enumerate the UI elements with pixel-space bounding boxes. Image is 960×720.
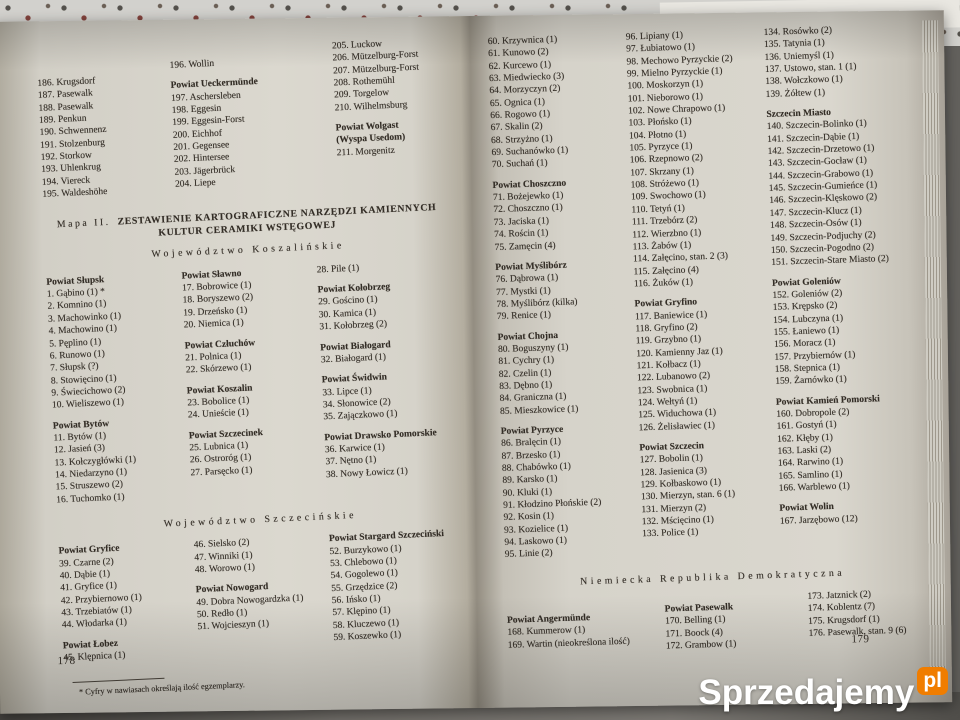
list-block: Powiat Pasewalk 170. Belling (1) 171. Booc… bbox=[665, 599, 802, 653]
list-block: Powiat Goleniów 152. Goleniów (2) 153. Krę… bbox=[772, 273, 906, 388]
list-block: Powiat Choszczno 71. Bożejewko (1) 72. Cho… bbox=[492, 176, 624, 254]
list-block: 196. Wollin bbox=[169, 53, 324, 72]
szczecin-section: Powiat Gryfice 39. Czarne (2) 40. Dąbie (1… bbox=[58, 527, 469, 672]
list-block: 186. Krugsdorf 187. Pasewalk 188. Pasewalk… bbox=[37, 72, 167, 201]
list-column: 134. Rosówko (2) 135. Tatynia (1) 136. Uni… bbox=[763, 22, 919, 560]
list-block: Powiat Szczecin 127. Bobolin (1) 128. Jasi… bbox=[639, 438, 772, 541]
list-block: Powiat Nowogard 49. Dobra Nowogardzka (1)… bbox=[196, 579, 325, 634]
list-block: Powiat Łobez 45. Klępnica (1) bbox=[63, 634, 191, 664]
list-column: Powiat Pasewalk 170. Belling (1) 171. Booc… bbox=[664, 591, 809, 661]
footnote: * Cyfry w nawiasach określają ilość egze… bbox=[78, 680, 246, 698]
list-block: Powiat Pyrzyce 86. Bralęcin (1) 87. Brzesk… bbox=[501, 422, 635, 562]
list-column: Powiat Stargard Szczeciński 52. Burzykowo… bbox=[329, 527, 470, 660]
list-block: Powiat Białogard 32. Białogard (1) bbox=[320, 336, 448, 366]
main-sites-section: 60. Krzywnica (1) 61. Kunowo (2) 62. Kurce… bbox=[488, 22, 919, 569]
pl-badge: pl bbox=[917, 667, 948, 695]
list-column: 186. Krugsdorf 187. Pasewalk 188. Pasewalk… bbox=[36, 48, 176, 209]
list-block: Powiat Gryfino 117. Baniewice (1) 118. Gry… bbox=[634, 294, 768, 434]
place-entry: 28. Pile (1) bbox=[316, 263, 360, 276]
left-page: 186. Krugsdorf 187. Pasewalk 188. Pasewalk… bbox=[22, 16, 470, 713]
list-block: Powiat Stargard Szczeciński 52. Burzykowo… bbox=[329, 528, 461, 645]
place-entry: 196. Wollin bbox=[169, 58, 215, 71]
list-block: 134. Rosówko (2) 135. Tatynia (1) 136. Uni… bbox=[763, 23, 895, 101]
list-block: Powiat Koszalin 23. Bobolice (1) 24. Unieś… bbox=[187, 379, 316, 422]
list-block: Szczecin Miasto 140. Szczecin-Bolinko (1)… bbox=[766, 105, 901, 270]
list-column: 60. Krzywnica (1) 61. Kunowo (2) 62. Kurce… bbox=[488, 32, 644, 570]
page-number-right: 179 bbox=[851, 633, 870, 646]
country-heading-nrd: Niemiecka Republika Demokratyczna bbox=[580, 567, 846, 588]
list-block: 96. Lipiany (1) 97. Łubiatowo (1) 98. Mech… bbox=[626, 27, 765, 290]
list-block: Powiat Chojna 80. Boguszyny (1) 81. Cychry… bbox=[497, 327, 630, 418]
list-block: Powiat Kołobrzeg 29. Gościno (1) 30. Kamic… bbox=[317, 279, 446, 334]
watermark-text: Sprzedajemy bbox=[698, 673, 915, 712]
list-column: Powiat Słupsk 1. Gąbino (1) * 2. Komnino (… bbox=[46, 270, 192, 514]
list-column: 96. Lipiany (1) 97. Łubiatowo (1) 98. Mech… bbox=[626, 27, 782, 565]
koszalin-section: Powiat Słupsk 1. Gąbino (1) * 2. Komnino (… bbox=[46, 258, 462, 514]
list-block: Powiat Bytów 11. Bytów (1) 12. Jasień (3) 1… bbox=[53, 414, 184, 506]
list-block: Powiat Świdwin 33. Lipce (1) 34. Słonowice… bbox=[322, 369, 451, 424]
list-block: Powiat Człuchów 21. Polnica (1) 22. Skórze… bbox=[184, 334, 313, 377]
list-block: Powiat Słupsk 1. Gąbino (1) * 2. Komnino (… bbox=[46, 271, 179, 412]
list-block: Powiat Gryfice 39. Czarne (2) 40. Dąbie (1… bbox=[58, 540, 189, 632]
list-block: Powiat Angermünde 168. Kummerow (1) 169. W… bbox=[507, 610, 658, 652]
list-block: Powiat Wolgast (Wyspa Usedom) 211. Morgeni… bbox=[335, 118, 439, 160]
list-column: Powiat Gryfice 39. Czarne (2) 40. Dąbie (1… bbox=[58, 540, 199, 673]
list-column: 46. Sielsko (2) 47. Winniki (1) 48. Worowo… bbox=[194, 534, 335, 667]
list-block: Powiat Wolin 167. Jarzębowo (12) bbox=[779, 499, 910, 528]
list-column: 205. Luckow 206. Mützelburg-Forst 207. Müt… bbox=[332, 36, 449, 196]
right-page: 60. Krzywnica (1) 61. Kunowo (2) 62. Kurce… bbox=[484, 11, 922, 708]
list-block: 46. Sielsko (2) 47. Winniki (1) 48. Worowo… bbox=[194, 534, 323, 577]
list-block: 28. Pile (1) bbox=[317, 258, 445, 276]
page-number-left: 178 bbox=[57, 654, 76, 668]
list-column: 196. Wollin Powiat Ueckermünde 197. Ascher… bbox=[169, 41, 339, 204]
list-column: 28. Pile (1) Powiat Kołobrzeg 29. Gościno … bbox=[317, 258, 463, 502]
list-block: Powiat Ueckermünde 197. Aschersleben 198. … bbox=[170, 73, 330, 191]
nrd-section: Powiat Angermünde 168. Kummerow (1) 169. W… bbox=[506, 587, 922, 666]
list-block: Powiat Kamień Pomorski 160. Dobropole (2)… bbox=[776, 392, 909, 495]
list-column: 173. Jatznick (2) 174. Koblentz (7) 175. K… bbox=[807, 587, 922, 656]
list-block: Powiat Szczecinek 25. Lubnica (1) 26. Ostr… bbox=[189, 424, 318, 479]
footnote-rule bbox=[72, 678, 165, 684]
sprzedajemy-watermark: Sprzedajemy pl bbox=[698, 667, 948, 712]
list-block: Powiat Myślibórz 76. Dąbrowa (1) 77. Mystk… bbox=[495, 258, 627, 324]
open-book: 186. Krugsdorf 187. Pasewalk 188. Pasewalk… bbox=[0, 10, 953, 714]
list-block: 60. Krzywnica (1) 61. Kunowo (2) 62. Kurce… bbox=[488, 32, 622, 172]
german-sites-list: 186. Krugsdorf 187. Pasewalk 188. Pasewalk… bbox=[36, 36, 449, 210]
map-title-prefix: Mapa II. bbox=[56, 217, 111, 231]
list-block: 205. Luckow 206. Mützelburg-Forst 207. Müt… bbox=[332, 36, 437, 115]
list-column: Powiat Sławno 17. Bobrowice (1) 18. Borysz… bbox=[181, 264, 327, 508]
list-block: Powiat Sławno 17. Bobrowice (1) 18. Borysz… bbox=[181, 265, 311, 332]
list-block: Powiat Drawsko Pomorskie 36. Karwice (1) 3… bbox=[324, 426, 453, 481]
list-column: Powiat Angermünde 168. Kummerow (1) 169. W… bbox=[506, 596, 666, 667]
